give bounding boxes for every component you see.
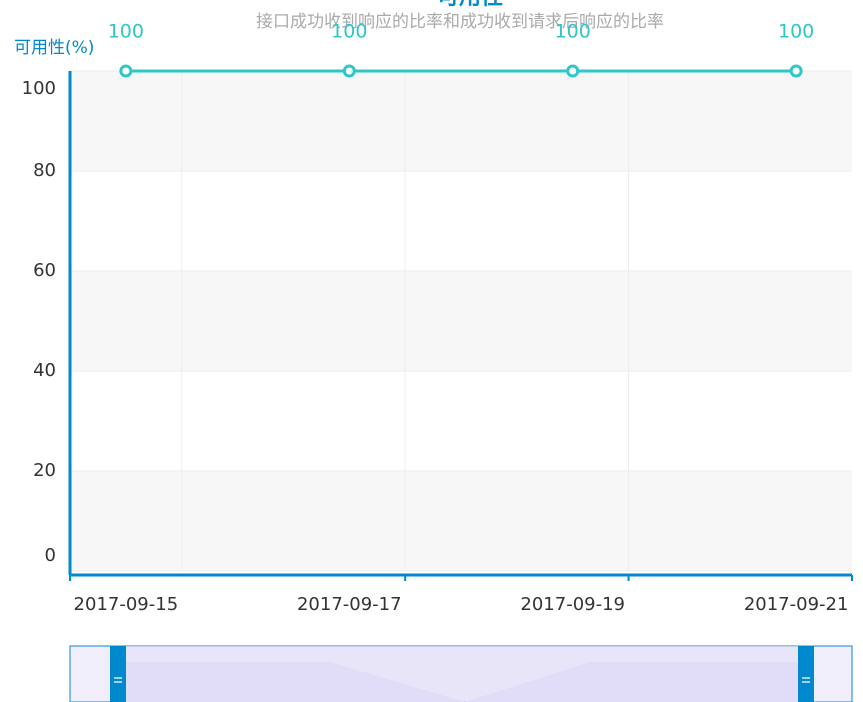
y-tick-label: 60	[33, 260, 56, 281]
zoom-window[interactable]	[118, 646, 806, 702]
y-axis-title: 可用性(%)	[14, 38, 94, 58]
chart-title: 可用性	[437, 0, 503, 10]
data-point	[566, 64, 580, 78]
x-tick-label: 2017-09-21	[744, 594, 849, 615]
split-area	[70, 71, 852, 171]
data-label: 100	[108, 21, 144, 43]
y-tick-label: 20	[33, 460, 56, 481]
split-area	[70, 471, 852, 571]
plot: 0 20 40 60 80 100 2017-09-15 2017-09-17 2017-09-…	[22, 21, 853, 615]
data-label: 100	[331, 21, 367, 43]
y-tick-label: 0	[45, 545, 56, 566]
data-point	[119, 64, 133, 78]
y-tick-label: 80	[33, 160, 56, 181]
chart-subtitle: 接口成功收到响应的比率和成功收到请求后响应的比率	[256, 12, 664, 32]
y-tick-label: 100	[22, 78, 56, 99]
data-label: 100	[778, 21, 814, 43]
data-zoom[interactable]	[69, 645, 853, 702]
x-tick-label: 2017-09-15	[74, 594, 179, 615]
data-label: 100	[555, 21, 591, 43]
zoom-handle-left[interactable]	[110, 646, 126, 702]
x-tick-label: 2017-09-19	[520, 594, 625, 615]
x-tick-label: 2017-09-17	[297, 594, 402, 615]
data-point	[789, 64, 803, 78]
zoom-handle-right[interactable]	[798, 646, 814, 702]
y-tick-label: 40	[33, 360, 56, 381]
plot-bands	[70, 70, 852, 572]
data-point	[342, 64, 356, 78]
zoom-grip	[114, 677, 810, 683]
split-area	[70, 271, 852, 371]
